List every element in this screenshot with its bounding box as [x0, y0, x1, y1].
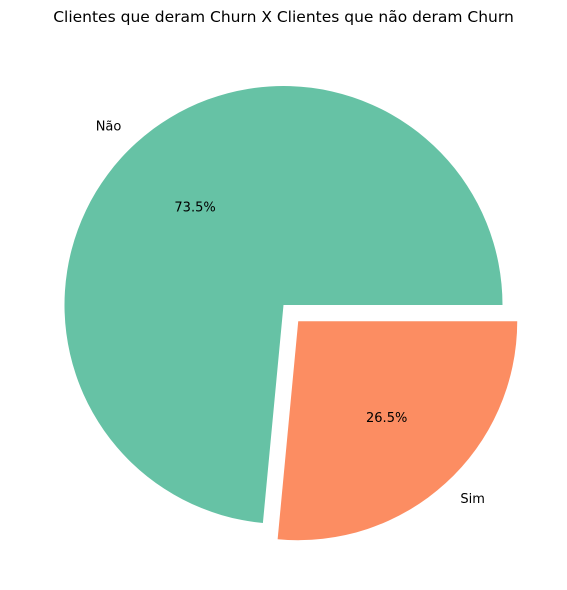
- pie-slice-2: [277, 321, 518, 541]
- pie-label-1: Não: [96, 119, 122, 134]
- pie-label-2: Sim: [460, 492, 485, 507]
- chart-title: Clientes que deram Churn X Clientes que …: [53, 8, 514, 26]
- pie-slice-1: [64, 85, 503, 524]
- pie-percent-label-1: 73.5%: [174, 200, 215, 215]
- pie-percent-label-2: 26.5%: [366, 411, 407, 426]
